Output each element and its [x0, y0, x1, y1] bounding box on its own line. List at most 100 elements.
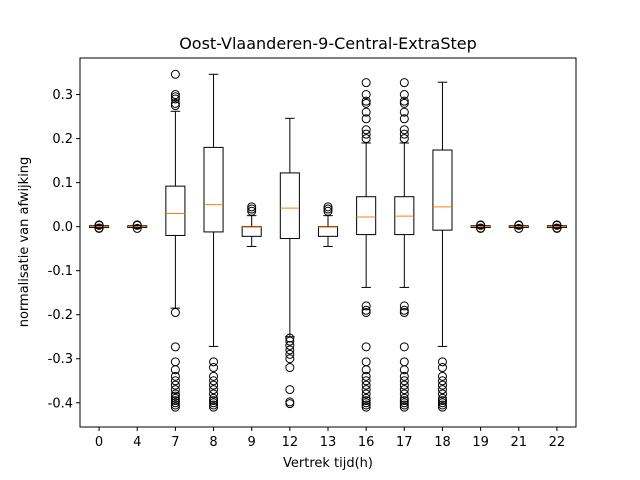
outlier-point	[361, 342, 371, 352]
y-axis-label: normalisatie van afwijking	[17, 157, 32, 328]
outlier-point	[399, 305, 409, 315]
x-tick-label: 18	[434, 435, 451, 450]
box-group	[203, 73, 224, 412]
outlier-point	[437, 393, 447, 403]
box	[203, 146, 224, 233]
outlier-point	[170, 69, 180, 79]
outlier-point	[361, 393, 371, 403]
outlier-point	[361, 134, 371, 144]
box-group	[394, 78, 415, 412]
outlier-point	[399, 96, 409, 106]
outlier-point	[361, 376, 371, 386]
outlier-point	[170, 308, 180, 318]
x-tick-label: 13	[320, 435, 337, 450]
outlier-point	[285, 363, 295, 373]
x-tick-label: 9	[248, 435, 256, 450]
box	[317, 226, 339, 237]
outlier-point	[399, 308, 409, 318]
box	[432, 149, 453, 231]
outlier-point	[361, 402, 371, 412]
outlier-point	[361, 357, 371, 367]
box	[356, 196, 377, 236]
x-tick-label: 22	[549, 435, 566, 450]
outlier-point	[437, 363, 447, 373]
x-tick-label: 4	[133, 435, 141, 450]
x-tick-label: 16	[358, 435, 375, 450]
outlier-point	[476, 223, 486, 233]
outlier-point	[170, 400, 180, 410]
box-group	[317, 202, 339, 247]
box-group	[546, 220, 567, 233]
chart-title: Oost-Vlaanderen-9-Central-ExtraStep	[179, 34, 477, 53]
outlier-point	[399, 402, 409, 412]
box	[279, 172, 300, 240]
outlier-point	[361, 400, 371, 410]
outlier-point	[94, 220, 104, 230]
outlier-point	[399, 398, 409, 408]
box-group	[356, 78, 377, 412]
y-tick-label: 0.0	[52, 220, 73, 235]
y-tick-label: 0.2	[52, 132, 73, 147]
outlier-point	[552, 220, 562, 230]
outlier-point	[361, 129, 371, 139]
outlier-point	[170, 402, 180, 412]
y-tick-label: -0.2	[48, 308, 73, 323]
outlier-point	[323, 206, 333, 216]
outlier-point	[209, 398, 219, 408]
outlier-point	[247, 204, 257, 214]
outlier-point	[399, 134, 409, 144]
box-group	[89, 220, 110, 233]
y-tick-label: 0.1	[52, 176, 73, 191]
y-tick-label: 0.3	[52, 88, 73, 103]
outlier-point	[94, 223, 104, 233]
x-tick-label: 17	[396, 435, 413, 450]
outlier-point	[399, 389, 409, 399]
outlier-point	[514, 220, 524, 230]
outlier-point	[209, 363, 219, 373]
outlier-point	[285, 399, 295, 409]
outlier-point	[399, 114, 409, 124]
outlier-point	[170, 376, 180, 386]
outlier-point	[361, 301, 371, 311]
outlier-point	[361, 365, 371, 375]
box-group	[241, 202, 262, 247]
outlier-point	[399, 396, 409, 406]
outlier-point	[399, 90, 409, 100]
outlier-point	[361, 107, 371, 117]
box-group	[508, 220, 529, 233]
outlier-point	[361, 96, 371, 106]
outlier-point	[170, 90, 180, 100]
outlier-point	[247, 206, 257, 216]
x-axis: 0 4 7 8 9 12 13 16 17 18 19 21 22	[95, 427, 565, 450]
outlier-point	[361, 98, 371, 108]
x-tick-label: 19	[472, 435, 489, 450]
outlier-point	[437, 357, 447, 367]
x-tick-label: 8	[209, 435, 217, 450]
outlier-point	[170, 94, 180, 104]
box	[165, 185, 186, 236]
outlier-point	[361, 305, 371, 315]
y-tick-label: -0.4	[48, 396, 73, 411]
outlier-point	[285, 385, 295, 395]
outlier-point	[170, 342, 180, 352]
outlier-point	[399, 129, 409, 139]
outlier-point	[437, 398, 447, 408]
outlier-point	[132, 220, 142, 230]
box-group	[279, 117, 300, 409]
outlier-point	[170, 101, 180, 111]
outlier-point	[437, 380, 447, 390]
outlier-point	[399, 365, 409, 375]
outlier-point	[361, 396, 371, 406]
outlier-point	[437, 402, 447, 412]
outlier-point	[437, 400, 447, 410]
outlier-point	[399, 107, 409, 117]
outlier-point	[399, 78, 409, 88]
outlier-point	[170, 380, 180, 390]
outlier-point	[399, 301, 409, 311]
outlier-point	[361, 389, 371, 399]
x-axis-label: Vertrek tijd(h)	[283, 456, 373, 471]
outlier-point	[361, 371, 371, 381]
outlier-point	[361, 385, 371, 395]
outlier-point	[170, 391, 180, 401]
outlier-point	[323, 204, 333, 214]
